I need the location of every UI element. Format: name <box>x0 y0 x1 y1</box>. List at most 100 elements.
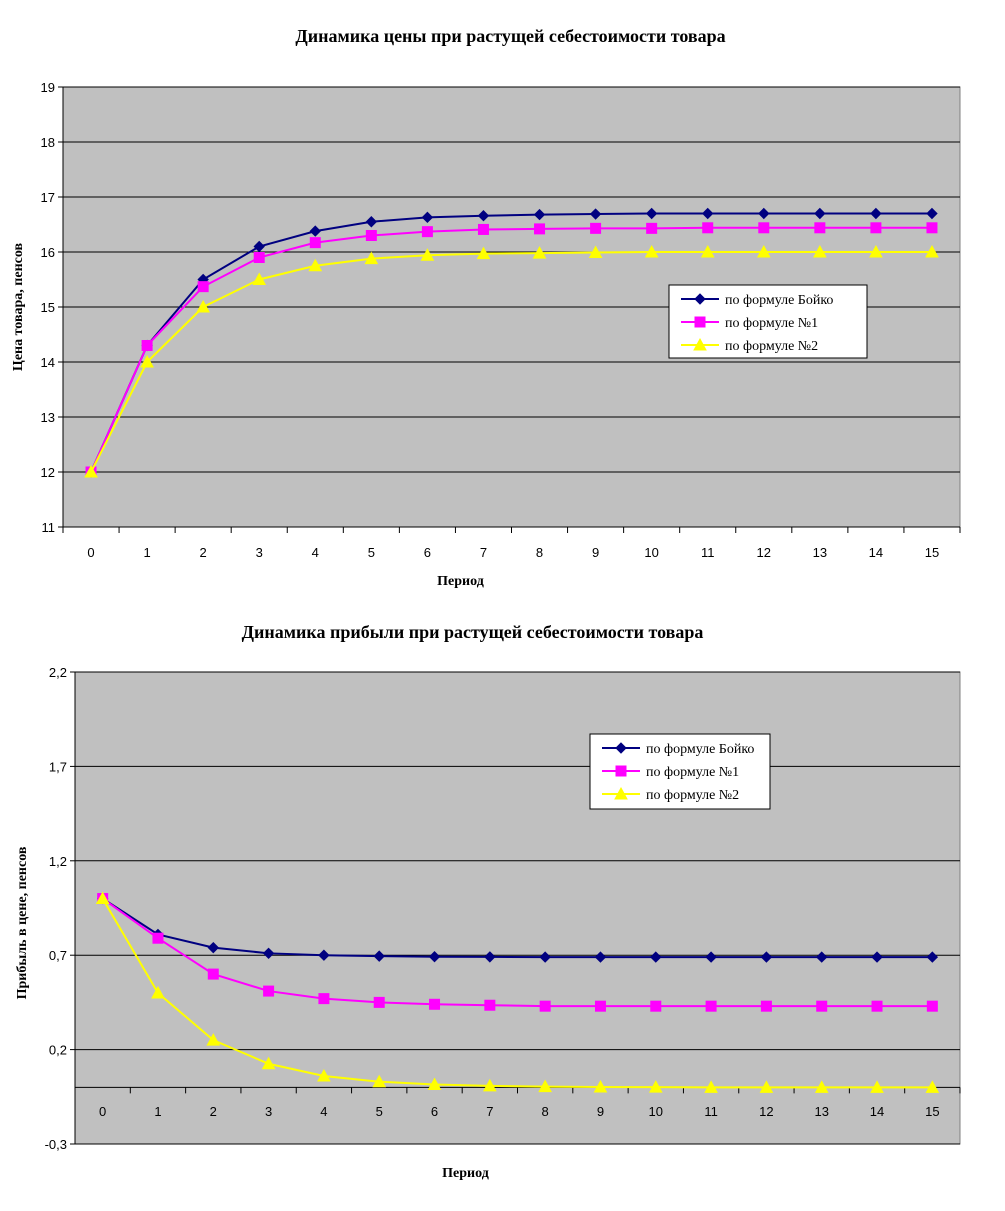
data-point <box>84 464 98 478</box>
legend-marker <box>693 337 707 351</box>
data-point <box>207 941 219 954</box>
x-tick-label: 12 <box>759 1104 773 1119</box>
y-tick-label: 12 <box>41 465 55 480</box>
data-point <box>533 208 546 221</box>
x-tick-label: 13 <box>813 545 827 560</box>
data-point <box>756 244 771 258</box>
data-point <box>477 223 489 235</box>
data-point <box>813 244 827 258</box>
data-point <box>252 272 267 285</box>
y-tick-label: 18 <box>41 135 55 150</box>
legend-marker <box>615 765 627 777</box>
x-tick-label: 9 <box>592 545 599 560</box>
x-tick-label: 13 <box>814 1104 828 1119</box>
chart-1: Динамика цены при растущей себестоимости… <box>11 26 961 589</box>
chart-title: Динамика цены при растущей себестоимости… <box>295 26 725 46</box>
series-line <box>101 898 933 1089</box>
x-tick-label: 7 <box>480 545 487 560</box>
data-point <box>421 226 433 238</box>
legend-marker <box>694 316 706 328</box>
data-point <box>364 251 379 265</box>
x-axis-title: Период <box>437 574 484 589</box>
data-point <box>263 985 275 997</box>
data-point <box>704 1080 718 1093</box>
data-point <box>926 222 938 234</box>
data-point <box>870 207 882 220</box>
plot-area <box>74 671 961 1145</box>
data-point <box>705 951 717 963</box>
data-point <box>926 1000 938 1012</box>
y-tick-label: 15 <box>41 300 55 315</box>
data-point <box>373 996 385 1008</box>
data-point <box>814 1080 829 1093</box>
data-point <box>151 985 165 999</box>
x-tick-label: 14 <box>870 1104 884 1119</box>
x-tick-label: 2 <box>200 545 207 560</box>
x-tick-label: 15 <box>925 545 939 560</box>
data-point <box>207 968 219 980</box>
data-point <box>925 244 939 258</box>
x-tick-label: 7 <box>486 1104 493 1119</box>
x-tick-label: 6 <box>431 1104 438 1119</box>
data-point <box>759 1080 774 1093</box>
x-tick-label: 4 <box>320 1104 327 1119</box>
data-point <box>594 1000 606 1012</box>
x-tick-label: 4 <box>312 545 319 560</box>
y-axis-title: Прибыль в цене, пенсов <box>15 846 30 999</box>
data-point <box>365 230 377 241</box>
data-point <box>760 951 773 963</box>
data-point <box>253 252 265 263</box>
data-point <box>816 1000 828 1012</box>
y-axis-title: Цена товара, пенсов <box>11 242 26 371</box>
series-3 <box>95 891 940 1093</box>
data-point <box>870 1080 884 1093</box>
data-point <box>870 222 882 234</box>
x-tick-label: 5 <box>368 545 375 560</box>
y-tick-label: 2,2 <box>49 665 67 680</box>
data-point <box>253 240 265 253</box>
data-point <box>700 244 715 258</box>
legend-label: по формуле №1 <box>646 765 739 780</box>
data-point <box>816 951 828 963</box>
data-point <box>702 222 714 234</box>
legend-label: по формуле №1 <box>725 316 818 331</box>
x-tick-label: 0 <box>87 545 94 560</box>
data-point <box>197 281 209 293</box>
series-1 <box>96 892 939 963</box>
data-point <box>539 1000 551 1012</box>
data-point <box>760 1000 772 1012</box>
x-tick-label: 3 <box>265 1104 272 1119</box>
data-point <box>534 223 546 235</box>
data-point <box>869 244 883 258</box>
y-tick-label: 0,7 <box>49 948 67 963</box>
series-line <box>90 226 932 473</box>
x-tick-label: 6 <box>424 545 431 560</box>
data-point <box>650 951 662 963</box>
data-point <box>814 222 826 234</box>
data-point <box>476 246 491 260</box>
x-tick-label: 12 <box>757 545 771 560</box>
data-point <box>588 245 603 259</box>
series-2 <box>97 893 938 1012</box>
x-tick-label: 3 <box>256 545 263 560</box>
data-point <box>589 208 602 220</box>
data-point <box>590 222 602 234</box>
series-2 <box>85 222 938 478</box>
x-tick-label: 10 <box>644 545 658 560</box>
data-point <box>594 951 607 963</box>
x-tick-label: 1 <box>154 1104 161 1119</box>
x-tick-label: 15 <box>925 1104 939 1119</box>
y-tick-label: 16 <box>41 245 55 260</box>
legend-label: по формуле №2 <box>725 339 818 354</box>
y-tick-label: 1,7 <box>49 759 67 774</box>
x-tick-label: 10 <box>649 1104 663 1119</box>
legend-marker <box>614 786 628 800</box>
data-point <box>532 246 547 259</box>
data-point <box>428 951 441 963</box>
series-3 <box>84 244 939 478</box>
x-tick-label: 9 <box>597 1104 604 1119</box>
data-point <box>758 222 770 234</box>
data-point <box>318 949 330 961</box>
legend-label: по формуле Бойко <box>725 293 833 308</box>
